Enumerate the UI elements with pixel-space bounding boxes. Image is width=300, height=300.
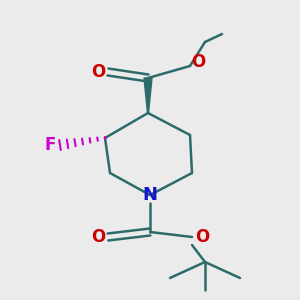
- Text: O: O: [91, 228, 105, 246]
- Text: O: O: [91, 63, 105, 81]
- Text: O: O: [191, 53, 205, 71]
- Polygon shape: [144, 78, 152, 113]
- Text: O: O: [195, 228, 209, 246]
- Text: F: F: [44, 136, 56, 154]
- Text: N: N: [142, 186, 158, 204]
